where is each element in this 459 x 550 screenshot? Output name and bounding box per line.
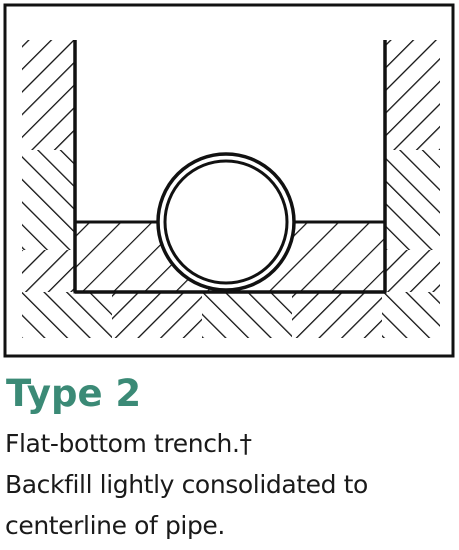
pipe	[156, 152, 296, 292]
caption-line: Flat-bottom trench.†	[5, 429, 252, 458]
caption-line: Backfill lightly consolidated to	[5, 470, 368, 499]
caption-text: Flat-bottom trench.† Backfill lightly co…	[5, 423, 368, 546]
native-soil-right	[385, 40, 440, 292]
trench-diagram	[3, 3, 455, 358]
diagram-title: Type 2	[6, 372, 142, 415]
native-soil-bottom	[22, 292, 440, 338]
native-soil-left	[22, 40, 75, 292]
caption-line: centerline of pipe.	[5, 511, 225, 540]
trench-walls	[73, 40, 387, 294]
